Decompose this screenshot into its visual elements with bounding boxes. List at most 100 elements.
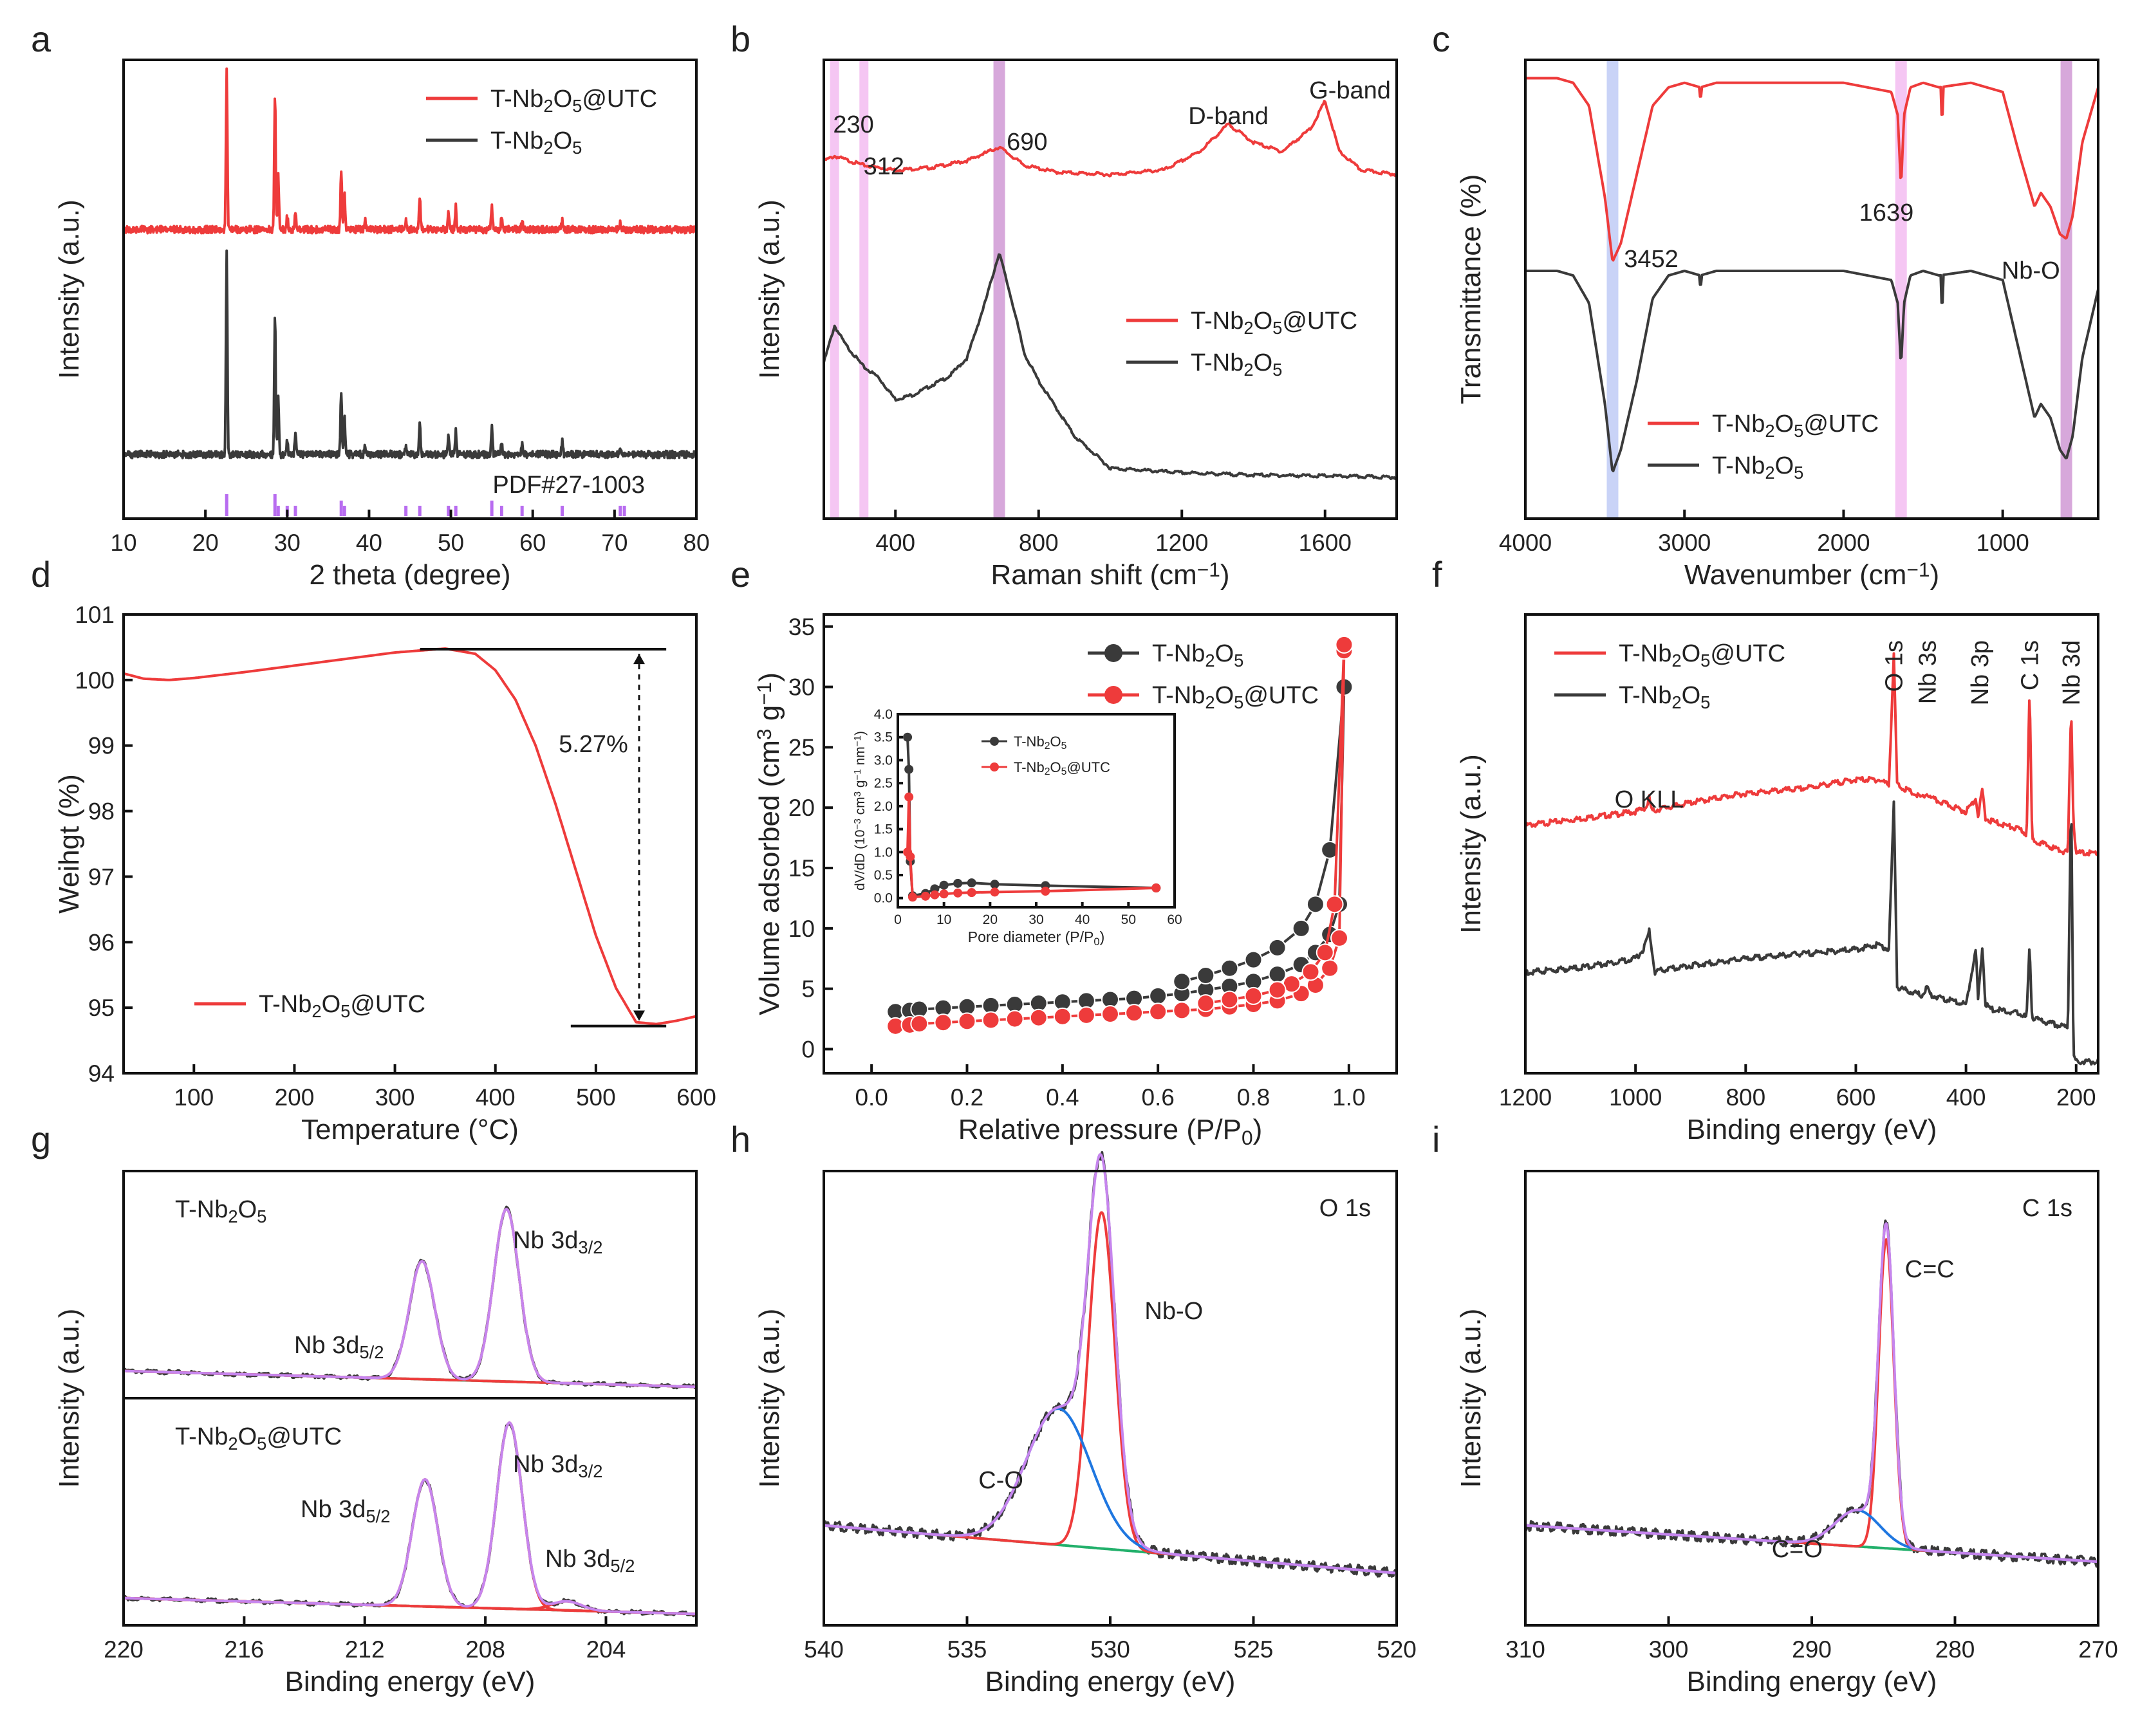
fit-component xyxy=(122,1421,696,1616)
text-segment: O xyxy=(1775,452,1794,479)
text-segment: 5/2 xyxy=(610,1556,635,1576)
text-segment: Intensity (a.u.) xyxy=(53,199,85,379)
series-T-Nb2O5@UTC xyxy=(1524,652,2099,857)
data-point xyxy=(1149,1002,1168,1021)
series-T-Nb2O5 xyxy=(1524,800,2099,1066)
inset-point xyxy=(990,887,1000,897)
inset-point xyxy=(939,889,949,899)
peak-label: O KLL xyxy=(1615,786,1684,813)
inset-point xyxy=(990,880,1000,889)
data-point xyxy=(1196,994,1215,1013)
data-point xyxy=(1149,986,1168,1005)
text-segment: Nb 3d xyxy=(513,1451,578,1478)
x-tick-label: 10 xyxy=(110,530,136,556)
x-tick-label: 300 xyxy=(1649,1636,1689,1663)
x-tick-label: 800 xyxy=(1726,1084,1765,1111)
panel-i: i C 1s C=C C=O 310 300 290 280 270 Binding energy… xyxy=(1432,1119,2118,1697)
text-segment: Intensity (a.u.) xyxy=(1455,754,1487,934)
data-point xyxy=(934,1013,953,1032)
text-segment: −1 xyxy=(852,769,863,780)
text-segment: 5 xyxy=(1234,651,1243,670)
panel-letter-h: h xyxy=(730,1119,750,1159)
series-T-Nb2O5@UTC xyxy=(122,647,698,1026)
inset-point xyxy=(953,888,963,898)
text-segment: T-Nb xyxy=(1014,759,1045,775)
inset-point xyxy=(967,878,976,888)
peak-label: Nb 3p xyxy=(1967,640,1994,705)
series-T-Nb2O5@UTC xyxy=(1524,77,2099,262)
y-axis-label: Intensity (a.u.) xyxy=(1455,754,1487,934)
y-tick-label: 10 xyxy=(788,916,815,942)
y-tick-label: 98 xyxy=(88,799,115,825)
peak-label: Nb-O xyxy=(1144,1298,1203,1325)
text-segment: Nb 3d xyxy=(301,1496,366,1523)
peak-label: Nb 3d5/2 xyxy=(294,1332,384,1362)
x-tick-label: 310 xyxy=(1505,1636,1545,1663)
y-tick-label: 101 xyxy=(75,602,115,628)
text-segment: O xyxy=(1682,640,1701,667)
text-segment: 5 xyxy=(572,138,582,158)
inset-x-tick-label: 50 xyxy=(1121,912,1136,927)
text-segment: 5 xyxy=(1794,421,1803,441)
text-segment: O xyxy=(1254,308,1273,335)
x-tick-label: 600 xyxy=(1836,1084,1876,1111)
legend-label: T-Nb2O5@UTC xyxy=(1191,308,1357,338)
panel-f: f 1200 1000 800 600 400 200 Binding energy (eV)… xyxy=(1432,554,2099,1145)
text-segment: 2 xyxy=(1765,421,1774,441)
x-tick-label: 3000 xyxy=(1658,530,1711,556)
text-segment: cm xyxy=(853,797,868,818)
raw-spectrum xyxy=(1524,1219,2099,1568)
data-point xyxy=(1244,986,1263,1005)
text-segment: T-Nb xyxy=(1191,349,1243,376)
panel-letter-f: f xyxy=(1432,554,1442,595)
x-tick-label: 220 xyxy=(104,1636,144,1663)
inset-y-tick-label: 2.5 xyxy=(874,776,893,791)
text-segment: g xyxy=(754,705,785,729)
x-axis-label: Temperature (°C) xyxy=(301,1114,519,1145)
data-point xyxy=(1316,943,1334,962)
text-segment: T-Nb xyxy=(490,86,543,113)
inset-x-tick-label: 0 xyxy=(894,912,902,927)
text-segment: 2 xyxy=(1765,463,1774,483)
peak-label: Nb 3d3/2 xyxy=(513,1451,602,1481)
text-segment: Nb 3d xyxy=(294,1332,359,1359)
inset-point xyxy=(1041,887,1050,896)
data-point xyxy=(1005,1010,1024,1028)
text-segment: O xyxy=(1215,640,1234,667)
text-segment: 2 xyxy=(1671,651,1681,670)
text-segment: T-Nb xyxy=(175,1196,228,1223)
legend-marker xyxy=(1104,644,1122,662)
fit-envelope xyxy=(122,1421,696,1616)
text-segment: 5 xyxy=(1061,766,1067,777)
legend-label: T-Nb2O5 xyxy=(1191,349,1282,380)
text-segment: Intensity (a.u.) xyxy=(754,199,785,379)
legend-label: T-Nb2O5@UTC xyxy=(1152,682,1319,712)
x-tick-label: 4000 xyxy=(1499,530,1552,556)
text-segment: O xyxy=(1215,682,1234,709)
series-T-Nb2O5 xyxy=(122,249,698,459)
text-segment: 2 theta (degree) xyxy=(309,559,510,591)
spectrum-title: C 1s xyxy=(2022,1195,2072,1222)
text-segment: g xyxy=(853,780,868,791)
data-point xyxy=(1173,972,1191,991)
inset-point xyxy=(907,892,917,902)
inset-point xyxy=(1151,883,1161,892)
legend-label: T-Nb2O5@UTC xyxy=(1712,411,1879,441)
inset-x-tick-label: 60 xyxy=(1167,912,1182,927)
series-T-Nb2O5@UTC xyxy=(823,100,1398,178)
inset-point xyxy=(903,732,913,742)
y-tick-label: 99 xyxy=(88,733,115,759)
text-segment: 5 xyxy=(1234,692,1243,712)
x-axis-label: Binding energy (eV) xyxy=(1687,1666,1937,1697)
x-tick-label: 1000 xyxy=(1977,530,2029,556)
text-segment: 2 xyxy=(228,1206,237,1226)
x-tick-label: 200 xyxy=(275,1084,315,1111)
fit-component xyxy=(122,1207,696,1389)
x-tick-label: 30 xyxy=(274,530,301,556)
text-segment: ) xyxy=(1220,559,1230,591)
y-axis-label: Intensity (a.u.) xyxy=(754,1309,785,1488)
text-segment: 0 xyxy=(1242,1126,1253,1149)
inset-x-tick-label: 30 xyxy=(1028,912,1043,927)
peak-label: C=C xyxy=(1905,1256,1955,1283)
